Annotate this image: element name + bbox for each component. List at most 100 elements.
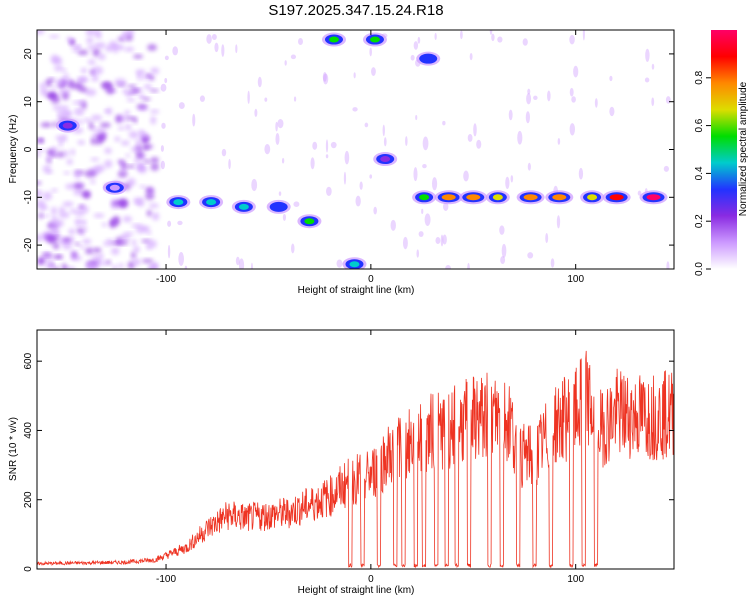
heatmap-speckle (37, 234, 43, 242)
heatmap-speckle (37, 181, 42, 185)
heatmap-speckle (118, 126, 125, 131)
heatmap-speckle (51, 188, 58, 193)
heatmap-speckle (651, 97, 655, 107)
heatmap-speckle (275, 121, 278, 132)
heatmap-speckle (91, 66, 104, 75)
heatmap-speckle (70, 148, 75, 156)
heatmap-speckle (121, 161, 127, 170)
heatmap-speckle (105, 107, 113, 115)
heatmap-speckle (527, 88, 531, 95)
heatmap-speckle (67, 81, 79, 90)
heatmap-feature-core (492, 194, 503, 201)
colorbar: 0.0 0.2 0.4 0.6 0.8 Normalized spectral ampl… (694, 30, 749, 276)
heatmap-speckle (435, 236, 441, 244)
colorbar-tick-label: 0.4 (694, 166, 705, 180)
heatmap-speckle (160, 145, 165, 152)
heatmap-speckle (120, 233, 131, 242)
heatmap-speckle (65, 183, 76, 190)
heatmap-speckle (199, 95, 205, 102)
colorbar-ticks: 0.0 0.2 0.4 0.6 0.8 (694, 70, 711, 276)
heatmap-speckle (214, 42, 219, 53)
heatmap-feature-core (349, 261, 360, 268)
heatmap-speckle (137, 71, 142, 81)
heatmap-speckle (522, 38, 528, 46)
heatmap-speckle (132, 54, 144, 59)
heatmap-feature-core (369, 36, 380, 43)
heatmap-speckle (84, 169, 97, 178)
heatmap-speckle (413, 41, 419, 50)
heatmap-speckle (94, 41, 106, 49)
heatmap-feature-core (304, 218, 315, 225)
heatmap-speckle (440, 234, 444, 247)
heatmap-speckle (74, 242, 81, 246)
heatmap-speckle (247, 90, 250, 104)
heatmap-speckle (61, 263, 68, 269)
heatmap-speckle (77, 100, 85, 105)
heatmap-speckle (382, 124, 385, 137)
heatmap-speckle (92, 47, 101, 57)
heatmap-speckle (221, 44, 225, 57)
heatmap-speckle (141, 137, 148, 145)
heatmap-speckle (133, 159, 140, 164)
heatmap-speckle (550, 258, 555, 268)
heatmap-speckle (99, 261, 107, 266)
heatmap-speckle (284, 60, 287, 66)
heatmap-feature-core (552, 194, 567, 201)
heatmap-speckle (57, 151, 65, 158)
y-tick-label: 400 (23, 422, 34, 439)
heatmap-speckle (63, 171, 71, 175)
heatmap-feature-core (380, 156, 391, 163)
heatmap-speckle (86, 37, 94, 44)
heatmap-speckle (69, 208, 78, 214)
heatmap-speckle (90, 114, 103, 121)
heatmap-speckle (228, 158, 231, 170)
y-tick-label: 600 (23, 352, 34, 369)
snr-x-ticks: -100 0 100 (156, 330, 584, 585)
heatmap-speckle (146, 209, 152, 217)
heatmap-speckle (141, 258, 154, 263)
heatmap-speckle (443, 202, 449, 211)
heatmap-speckle (325, 139, 329, 153)
heatmap-speckle (79, 245, 86, 249)
heatmap-speckle (526, 93, 532, 105)
heatmap-speckle (90, 157, 100, 162)
heatmap-speckle (460, 30, 463, 40)
heatmap-speckle (206, 34, 212, 44)
heatmap-speckle (192, 113, 196, 127)
heatmap-speckle (145, 231, 152, 235)
heatmap-speckle (53, 65, 64, 72)
heatmap-speckle (527, 162, 531, 171)
heatmap-speckle (418, 231, 424, 237)
heatmap-speckle (149, 109, 160, 114)
heatmap-speckle (637, 190, 642, 196)
heatmap-speckle (184, 265, 188, 269)
y-tick-label: 0 (23, 146, 34, 152)
heatmap-feature-core (523, 194, 538, 201)
heatmap-speckle (137, 163, 142, 168)
heatmap-speckle (147, 264, 156, 269)
heatmap-speckle (53, 57, 63, 65)
heatmap-speckle (250, 262, 253, 269)
heatmap-speckle (93, 213, 105, 218)
heatmap-speckle (52, 105, 64, 111)
spectrogram-heatmap (37, 30, 671, 269)
heatmap-speckle (371, 67, 376, 76)
heatmap-speckle (41, 214, 50, 218)
heatmap-speckle (38, 137, 44, 144)
heatmap-speckle (594, 98, 598, 108)
heatmap-feature-core (441, 194, 456, 201)
heatmap-speckle (424, 213, 431, 226)
heatmap-speckle (582, 30, 585, 41)
heatmap-speckle (121, 31, 132, 36)
colorbar-swatch (711, 30, 737, 269)
heatmap-speckle (104, 147, 112, 154)
heatmap-speckle (310, 157, 315, 170)
spectrogram-y-label: Frequency (Hz) (8, 115, 19, 184)
heatmap-speckle (105, 85, 115, 95)
snr-background (37, 330, 674, 569)
heatmap-feature-core (238, 203, 249, 210)
heatmap-speckle (405, 136, 408, 147)
heatmap-speckle (254, 108, 258, 118)
